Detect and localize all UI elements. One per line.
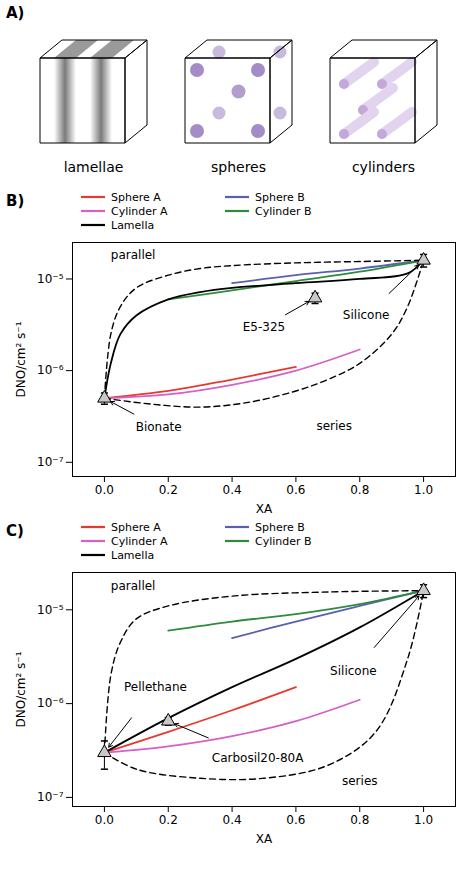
html-text:Cylinder A: Cylinder A bbox=[111, 204, 168, 218]
svg-text:10⁻⁷: 10⁻⁷ bbox=[37, 790, 64, 804]
svg-text:Carbosil20-80A: Carbosil20-80A bbox=[212, 751, 304, 765]
svg-text:10⁻⁶: 10⁻⁶ bbox=[37, 363, 64, 377]
svg-text:0.0: 0.0 bbox=[95, 483, 114, 497]
svg-text:XA: XA bbox=[256, 832, 273, 846]
svg-text:10⁻⁵: 10⁻⁵ bbox=[37, 603, 64, 617]
svg-text:E5-325: E5-325 bbox=[243, 320, 285, 334]
svg-text:DNO/cm² s⁻¹: DNO/cm² s⁻¹ bbox=[14, 321, 28, 397]
svg-text:cylinders: cylinders bbox=[352, 159, 415, 175]
html-text:Sphere A: Sphere A bbox=[111, 520, 161, 534]
svg-text:Pellethane: Pellethane bbox=[124, 680, 187, 694]
svg-text:parallel: parallel bbox=[111, 579, 156, 593]
svg-text:0.6: 0.6 bbox=[286, 813, 305, 827]
svg-text:lamellae: lamellae bbox=[64, 159, 124, 175]
svg-text:Silicone: Silicone bbox=[343, 308, 390, 322]
html-text:Sphere B: Sphere B bbox=[255, 190, 305, 204]
html-text:Lamella: Lamella bbox=[111, 548, 155, 562]
svg-text:parallel: parallel bbox=[111, 248, 156, 262]
svg-text:0.0: 0.0 bbox=[95, 813, 114, 827]
svg-text:10⁻⁶: 10⁻⁶ bbox=[37, 696, 64, 710]
svg-text:series: series bbox=[316, 419, 352, 433]
svg-text:0.2: 0.2 bbox=[159, 483, 178, 497]
html-text:Cylinder A: Cylinder A bbox=[111, 534, 168, 548]
html-text:Sphere B: Sphere B bbox=[255, 520, 305, 534]
html-text:C): C) bbox=[6, 522, 24, 540]
svg-text:0.4: 0.4 bbox=[223, 483, 242, 497]
svg-text:spheres: spheres bbox=[211, 159, 266, 175]
svg-text:1.0: 1.0 bbox=[414, 813, 433, 827]
html-text:Cylinder B: Cylinder B bbox=[255, 534, 312, 548]
svg-text:0.8: 0.8 bbox=[350, 813, 369, 827]
svg-text:10⁻⁷: 10⁻⁷ bbox=[37, 455, 64, 469]
html-text:Lamella: Lamella bbox=[111, 218, 155, 232]
svg-text:Bionate: Bionate bbox=[136, 420, 182, 434]
svg-text:10⁻⁵: 10⁻⁵ bbox=[37, 272, 64, 286]
html-text:Cylinder B: Cylinder B bbox=[255, 204, 312, 218]
svg-text:0.4: 0.4 bbox=[223, 813, 242, 827]
svg-text:XA: XA bbox=[256, 502, 273, 516]
svg-text:0.6: 0.6 bbox=[286, 483, 305, 497]
svg-text:Silicone: Silicone bbox=[330, 664, 377, 678]
html-text:B): B) bbox=[6, 192, 25, 210]
svg-text:0.8: 0.8 bbox=[350, 483, 369, 497]
svg-text:series: series bbox=[342, 774, 378, 788]
svg-text:0.2: 0.2 bbox=[159, 813, 178, 827]
html-text:Sphere A: Sphere A bbox=[111, 190, 161, 204]
svg-text:A): A) bbox=[6, 4, 24, 22]
svg-text:1.0: 1.0 bbox=[414, 483, 433, 497]
svg-text:DNO/cm² s⁻¹: DNO/cm² s⁻¹ bbox=[14, 651, 28, 727]
